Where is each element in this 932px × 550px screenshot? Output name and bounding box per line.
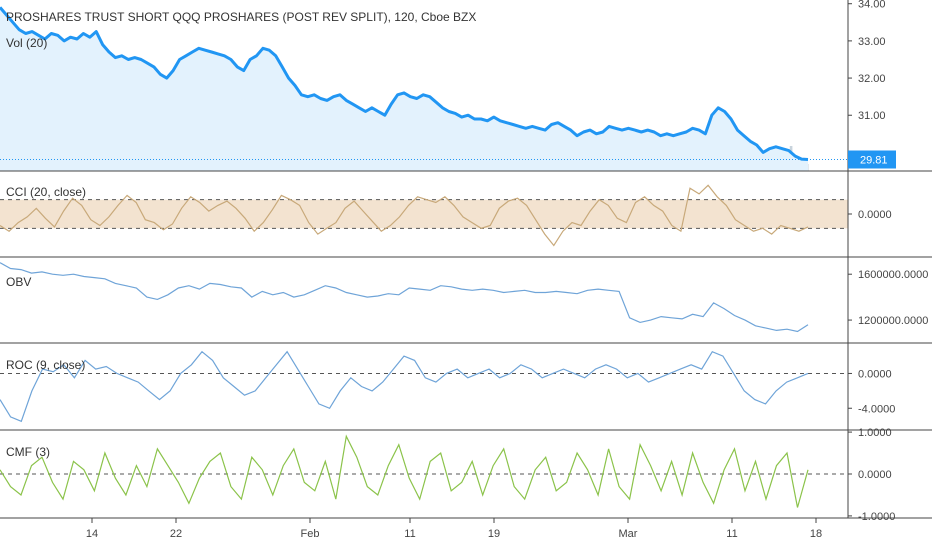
last-price-value: 29.81: [860, 155, 888, 167]
obv-axis-label: 1200000.0000: [858, 315, 928, 327]
date-axis-label: 19: [488, 528, 500, 540]
pane-dividers: [0, 0, 932, 519]
date-axis-label: 11: [404, 528, 415, 540]
roc-pane[interactable]: ROC (9, close): [0, 350, 848, 423]
cci-series-line: [0, 184, 809, 247]
obv-axis-label: 1600000.0000: [858, 269, 928, 281]
obv-series-line: [0, 262, 809, 333]
obv-pane[interactable]: OBV: [0, 262, 809, 333]
cci-band: [0, 199, 848, 229]
cci-axis-label: 0.0000: [858, 209, 892, 221]
cmf-axis-label: 0.0000: [858, 469, 892, 481]
price-axis[interactable]: 34.00 33.00 32.00 31.00 0.0000 1600000.0000 12…: [848, 0, 928, 523]
date-axis-label: 18: [810, 528, 822, 540]
obv-label: OBV: [6, 275, 31, 289]
roc-label: ROC (9, close): [6, 358, 85, 372]
last-price-badge: 29.81: [848, 150, 896, 169]
roc-axis-label: -4.0000: [858, 403, 895, 415]
price-axis-label: 34.00: [858, 0, 886, 11]
date-axis-label: 22: [170, 528, 182, 540]
chart-title: PROSHARES TRUST SHORT QQQ PROSHARES (POS…: [6, 10, 476, 24]
cmf-axis-label: 1.0000: [858, 427, 892, 439]
cmf-axis-label: -1.0000: [858, 511, 895, 523]
roc-axis-label: 0.0000: [858, 368, 892, 380]
price-axis-label: 31.00: [858, 110, 886, 122]
date-axis-label: 14: [86, 528, 98, 540]
cci-pane[interactable]: CCI (20, close): [0, 184, 848, 247]
price-axis-label: 33.00: [858, 36, 886, 48]
cmf-label: CMF (3): [6, 445, 50, 459]
cmf-series-line: [0, 434, 809, 508]
price-series-line: [0, 6, 809, 161]
cci-label: CCI (20, close): [6, 185, 86, 199]
date-axis-label: Feb: [301, 528, 320, 540]
price-axis-label: 32.00: [858, 73, 886, 85]
date-axis-label: 11: [726, 528, 737, 540]
volume-label: Vol (20): [6, 36, 47, 50]
date-axis-label: Mar: [619, 528, 638, 540]
date-axis[interactable]: 14 22 Feb 11 19 Mar 11 18: [86, 518, 822, 540]
roc-series-line: [0, 350, 809, 423]
price-pane[interactable]: PROSHARES TRUST SHORT QQQ PROSHARES (POS…: [0, 6, 848, 172]
cmf-pane[interactable]: CMF (3): [0, 434, 848, 508]
